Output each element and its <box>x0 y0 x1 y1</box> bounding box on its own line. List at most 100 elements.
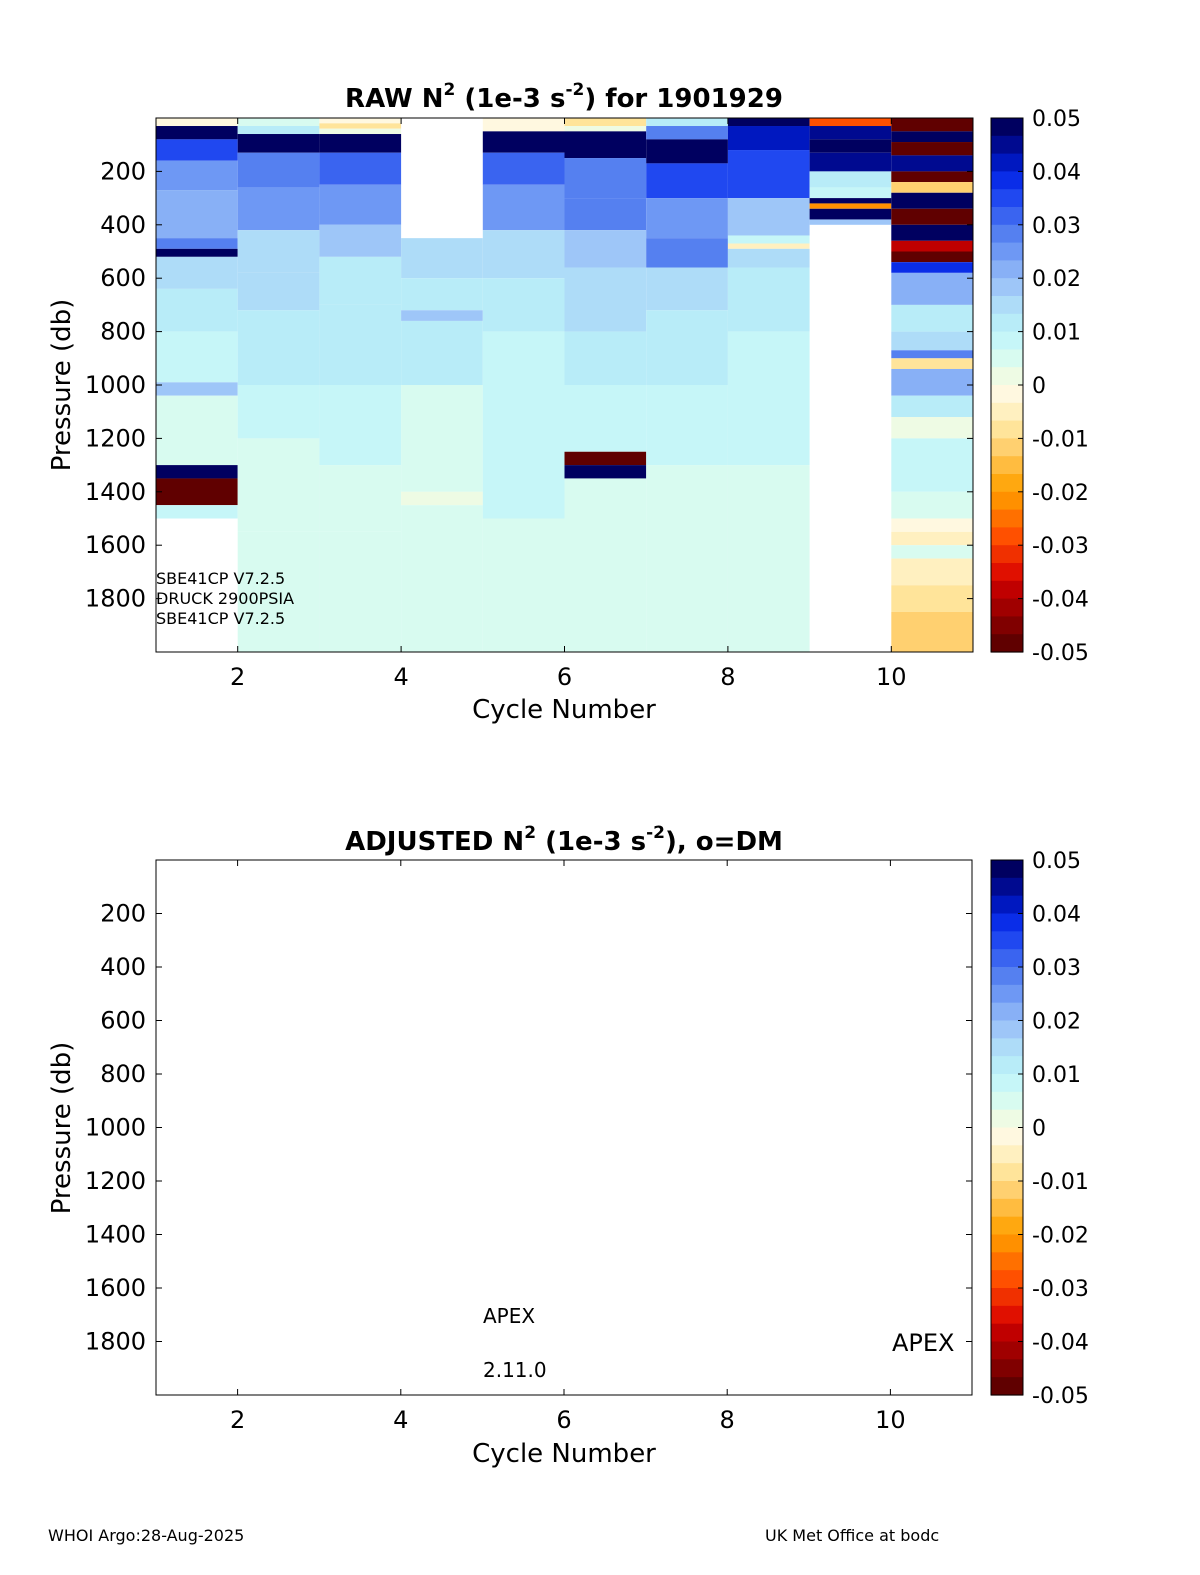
footer-right-credit: UK Met Office at bodc <box>765 1526 940 1545</box>
heatmap-cell <box>237 310 320 385</box>
heatmap-cell <box>809 139 892 153</box>
heatmap-cell <box>891 192 973 209</box>
heatmap-cell <box>319 224 402 257</box>
heatmap-cell <box>891 417 973 439</box>
heatmap-cell <box>891 438 973 492</box>
colorbar-swatch <box>991 1163 1023 1182</box>
heatmap-cell <box>891 304 973 332</box>
heatmap-cell <box>156 505 238 519</box>
heatmap-cell <box>891 358 973 369</box>
colorbar-swatch <box>991 1198 1023 1218</box>
heatmap-cell <box>156 382 238 396</box>
heatmap-cell <box>401 505 483 652</box>
y-tick-label: 600 <box>100 264 146 292</box>
heatmap-cell <box>319 256 402 305</box>
colorbar-swatch <box>991 331 1023 350</box>
colorbar-swatch <box>991 895 1023 915</box>
adjusted-y-axis: 200 400 600 800 1000 1200 1400 1600 1800 <box>85 900 972 1356</box>
heatmap-cell <box>891 171 973 183</box>
colorbar-tick-label: 0 <box>1032 374 1046 399</box>
heatmap-cell <box>891 395 973 418</box>
heatmap-cell <box>237 187 320 231</box>
colorbar-swatch <box>991 242 1023 261</box>
heatmap-cell <box>401 278 483 311</box>
heatmap-cell <box>727 126 810 151</box>
heatmap-cell <box>564 198 647 231</box>
colorbar-swatch <box>991 545 1023 564</box>
raw-annotation-pressure-sensor: DRUCK 2900PSIA <box>156 589 294 608</box>
colorbar-tick-label: -0.03 <box>1032 1277 1089 1302</box>
heatmap-cell <box>891 491 973 519</box>
y-tick-label: 1800 <box>85 1328 146 1356</box>
heatmap-cell <box>727 331 810 385</box>
colorbar-tick-label: -0.02 <box>1032 481 1089 506</box>
colorbar-swatch <box>991 949 1023 968</box>
colorbar-swatch <box>991 278 1023 297</box>
heatmap-cell <box>156 288 238 332</box>
colorbar-swatch <box>991 1181 1023 1200</box>
heatmap-cell <box>237 272 320 311</box>
colorbar-tick-label: 0 <box>1032 1117 1046 1142</box>
heatmap-cell <box>891 611 973 652</box>
heatmap-cell <box>319 385 402 466</box>
colorbar-swatch <box>991 207 1023 226</box>
heatmap-cell <box>156 190 238 239</box>
adj-title-sup: 2 <box>524 823 536 843</box>
colorbar-swatch <box>991 1359 1023 1378</box>
heatmap-cell <box>727 198 810 236</box>
heatmap-cell <box>237 118 320 127</box>
heatmap-cell <box>237 126 320 135</box>
heatmap-cell <box>646 267 728 311</box>
raw-title-rest: ) for 1901929 <box>584 84 783 114</box>
adjusted-annotation-version: 2.11.0 <box>483 1358 547 1382</box>
heatmap-cell <box>564 465 647 479</box>
colorbar-swatch <box>991 438 1023 457</box>
heatmap-cell <box>564 126 647 132</box>
colorbar-swatch <box>991 224 1023 244</box>
colorbar-swatch <box>991 984 1023 1004</box>
heatmap-cell <box>564 118 647 127</box>
colorbar-swatch <box>991 1288 1023 1307</box>
raw-x-axis-label: Cycle Number <box>472 695 656 725</box>
adjusted-chart-title: ADJUSTED N2 (1e-3 s-2), o=DM <box>345 823 783 857</box>
heatmap-cell <box>319 531 402 652</box>
colorbar-tick-label: -0.04 <box>1032 588 1089 613</box>
heatmap-cell <box>646 465 728 652</box>
heatmap-cell <box>891 531 973 546</box>
y-tick-label: 1600 <box>85 531 146 559</box>
y-tick-label: 1600 <box>85 1274 146 1302</box>
heatmap-cell <box>646 310 728 385</box>
y-tick-label: 800 <box>100 318 146 346</box>
raw-title-sup: 2 <box>444 80 456 100</box>
colorbar-swatch <box>991 509 1023 528</box>
heatmap-cell <box>319 465 402 532</box>
heatmap-cell <box>156 118 238 127</box>
colorbar-tick-label: -0.01 <box>1032 427 1089 452</box>
adjusted-x-axis-label: Cycle Number <box>472 1439 656 1469</box>
colorbar-swatch <box>991 634 1023 653</box>
colorbar-swatch <box>991 1145 1023 1164</box>
colorbar-tick-label: -0.05 <box>1032 641 1089 666</box>
raw-n2-panel: RAW N2 (1e-3 s-2) for 1901929 2 4 6 8 10 200… <box>47 80 1089 725</box>
x-tick-label: 8 <box>720 663 735 691</box>
colorbar-swatch <box>991 1216 1023 1236</box>
heatmap-cell <box>156 478 238 506</box>
colorbar-swatch <box>991 260 1023 279</box>
colorbar-tick-label: 0.03 <box>1032 214 1081 239</box>
raw-chart-title: RAW N2 (1e-3 s-2) for 1901929 <box>345 80 783 114</box>
colorbar-swatch <box>991 913 1023 932</box>
colorbar-swatch <box>991 931 1023 950</box>
colorbar-swatch <box>991 1074 1023 1093</box>
adjusted-x-axis: 2 4 6 8 10 <box>230 860 906 1434</box>
heatmap-cell <box>237 134 320 153</box>
heatmap-cell <box>891 251 973 263</box>
heatmap-cell <box>891 262 973 273</box>
heatmap-cell <box>727 243 810 249</box>
colorbar-tick-label: 0.02 <box>1032 1010 1081 1035</box>
heatmap-cell <box>809 152 892 172</box>
heatmap-cell <box>237 152 320 188</box>
x-tick-label: 4 <box>393 1406 408 1434</box>
heatmap-cell <box>891 585 973 612</box>
heatmap-cell <box>482 331 565 385</box>
